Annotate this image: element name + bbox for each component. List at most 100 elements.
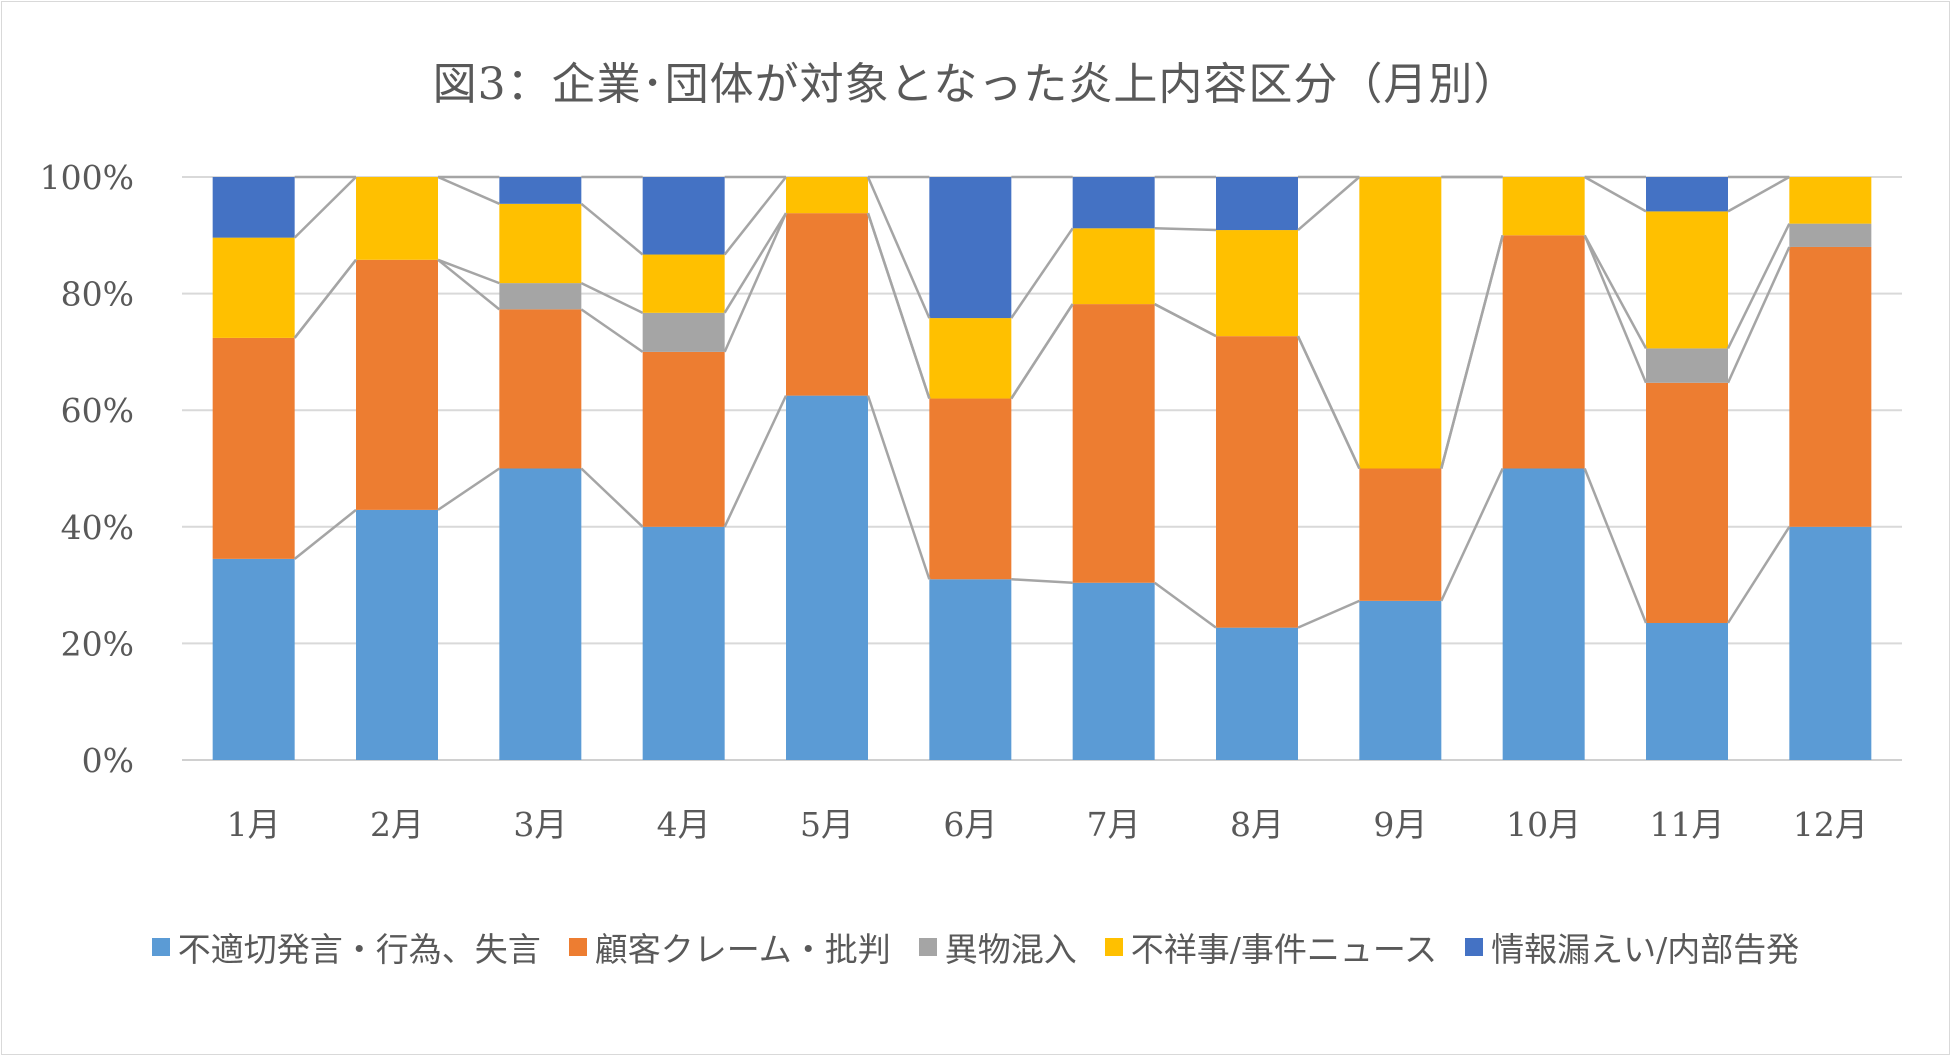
series-line: [723, 176, 787, 256]
bar-segment: [929, 177, 1012, 319]
series-line: [293, 508, 357, 560]
series-line: [580, 308, 644, 353]
series-line: [723, 212, 788, 353]
bar-segment: [1072, 304, 1155, 583]
legend-item: 不適切発言・行為、失言: [151, 923, 541, 971]
bar-segment: [642, 177, 725, 255]
legend-swatch: [568, 938, 587, 956]
bar-segment: [642, 351, 725, 527]
series-line: [1726, 526, 1791, 624]
bar-segment: [1646, 177, 1728, 212]
bar-segment: [1216, 336, 1298, 628]
legend: 不適切発言・行為、失言 顧客クレーム・批判 異物混入 不祥事/事件ニュース 情報漏えい/…: [0, 922, 1951, 972]
series-line: [1296, 335, 1361, 470]
x-tick-label: 6月: [943, 805, 997, 844]
bar-segment: [1216, 230, 1298, 337]
series-line: [1727, 175, 1790, 213]
series-line: [1154, 302, 1217, 338]
bar-segment: [1789, 177, 1872, 224]
x-tick-label: 2月: [370, 805, 424, 844]
bar-segment: [212, 337, 295, 559]
x-tick-label: 4月: [657, 805, 711, 844]
bar-segment: [786, 177, 868, 214]
bar-segment: [356, 259, 438, 510]
legend-label: 不祥事/事件ニュース: [1130, 930, 1438, 969]
series-line: [437, 175, 500, 205]
x-tick-label: 11月: [1650, 805, 1725, 844]
x-tick-label: 10月: [1506, 805, 1581, 844]
series-line: [866, 176, 931, 319]
series-line: [1583, 234, 1648, 384]
bar-segment: [212, 237, 295, 338]
legend-swatch: [918, 938, 937, 956]
bar-segment: [786, 213, 868, 396]
bar-segment: [1359, 600, 1442, 760]
series-line: [866, 395, 931, 580]
series-line: [580, 467, 644, 528]
x-tick-label: 9月: [1373, 805, 1427, 844]
y-tick-label: 100%: [40, 158, 134, 197]
series-line: [293, 259, 357, 339]
series-line: [866, 212, 931, 399]
y-tick-label: 0%: [82, 741, 134, 780]
series-line: [1010, 227, 1074, 319]
bar-segment: [499, 283, 582, 310]
y-tick-label: 60%: [61, 391, 134, 430]
bar-segment: [1789, 246, 1872, 527]
series-line: [1297, 599, 1360, 629]
bar-segment: [1216, 177, 1298, 231]
series-line: [1440, 467, 1504, 602]
bar-segment: [1502, 468, 1585, 760]
x-tick-label: 12月: [1793, 805, 1868, 844]
bar-segment: [1502, 177, 1585, 236]
bar-segment: [1359, 177, 1442, 469]
y-tick-label: 80%: [61, 275, 134, 314]
y-tick-label: 20%: [61, 624, 134, 663]
bar-segment: [212, 558, 295, 760]
series-line: [437, 258, 500, 285]
legend-swatch: [1465, 938, 1484, 956]
chart-title: 図3：企業･団体が対象となった炎上内容区分（月別）: [432, 59, 1519, 110]
bar-segment: [929, 398, 1012, 580]
legend-label: 不適切発言・行為、失言: [177, 930, 541, 969]
legend-label: 異物混入: [944, 930, 1077, 969]
series-line: [1726, 223, 1791, 349]
series-line: [723, 395, 788, 528]
bar-segment: [929, 318, 1012, 399]
series-line: [1153, 581, 1217, 629]
series-line: [1583, 234, 1648, 349]
series-line: [580, 281, 644, 314]
series-line: [1010, 303, 1074, 400]
legend-swatch: [151, 938, 170, 956]
series-line: [437, 467, 501, 511]
series-line: [1726, 246, 1791, 384]
y-tick-label: 40%: [61, 508, 134, 547]
bar-segment: [499, 177, 582, 204]
bar-segment: [642, 526, 725, 760]
legend-swatch: [1104, 938, 1123, 956]
bar-segment: [642, 312, 725, 352]
x-tick-label: 5月: [800, 805, 854, 844]
series-line: [580, 202, 644, 256]
x-tick-label: 1月: [227, 805, 281, 844]
x-tick-label: 8月: [1230, 805, 1284, 844]
bar-segment: [786, 395, 868, 760]
legend-item: 異物混入: [918, 923, 1077, 971]
bar-segment: [1359, 468, 1442, 601]
bar-segment: [356, 177, 438, 260]
bar-segment: [1072, 582, 1155, 760]
bar-segment: [1502, 235, 1585, 469]
bar-segment: [1789, 526, 1872, 760]
bar-segment: [642, 254, 725, 313]
x-tick-label: 3月: [513, 805, 567, 844]
series-line: [1154, 227, 1217, 232]
series-line: [437, 258, 501, 311]
bar-segment: [499, 468, 582, 760]
series-line: [1584, 175, 1647, 213]
x-tick-label: 7月: [1087, 805, 1141, 844]
bar-segment: [1216, 627, 1298, 760]
bar-segment: [1646, 348, 1728, 383]
legend-label: 情報漏えい/内部告発: [1491, 930, 1800, 969]
legend-item: 不祥事/事件ニュース: [1104, 923, 1438, 971]
series-line: [1440, 234, 1504, 469]
